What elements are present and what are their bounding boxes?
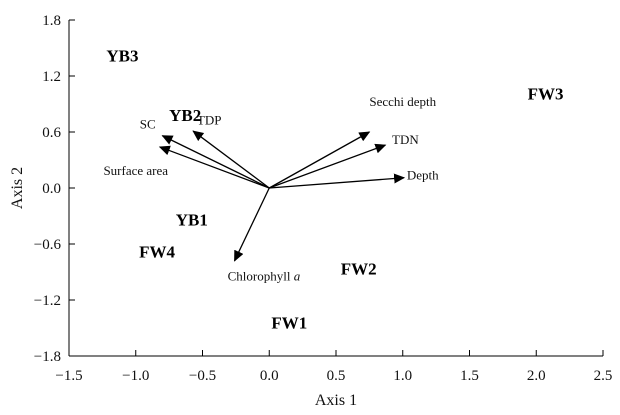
x-tick-label: −1.0 [122, 368, 149, 384]
x-ticks: −1.5 −1.0 −0.5 0.0 0.5 1.0 1.5 2.0 2.5 [55, 350, 612, 384]
vector-label: TDN [392, 132, 419, 147]
site-label: FW1 [271, 313, 307, 332]
x-axis-title: Axis 1 [315, 392, 357, 409]
x-tick-label: 0.0 [260, 368, 279, 384]
x-tick-label: 0.5 [327, 368, 346, 384]
x-tick-label: −1.5 [55, 368, 82, 384]
y-tick-label: −0.6 [34, 237, 62, 253]
y-tick-label: −1.2 [34, 293, 61, 309]
site-label: FW4 [139, 242, 175, 261]
vector-arrow [158, 145, 270, 189]
site-label: FW3 [528, 85, 564, 104]
vector-label: Secchi depth [369, 94, 436, 109]
y-tick-label: 1.2 [42, 69, 61, 85]
y-tick-label: 0.6 [42, 125, 61, 141]
y-tick-label: 1.8 [42, 13, 61, 29]
x-tick-label: 1.5 [460, 368, 479, 384]
site-label: YB3 [106, 46, 138, 65]
y-tick-label: −1.8 [34, 349, 61, 365]
x-tick-label: −0.5 [189, 368, 216, 384]
vector-arrow [269, 143, 387, 189]
axes [68, 20, 603, 357]
vector-arrow [192, 130, 270, 189]
vector-arrow [269, 173, 406, 189]
vector-arrow [268, 131, 371, 189]
vector-label: Surface area [103, 163, 168, 178]
vectors [158, 130, 406, 262]
site-label: FW2 [341, 259, 377, 278]
vector-label: TDP [197, 113, 222, 128]
vector-label: Chlorophyll a [228, 268, 301, 283]
x-tick-label: 2.5 [594, 368, 613, 384]
vector-arrow [233, 187, 270, 262]
vector-labels: SC TDP Surface area Secchi depth TDN Depth Chl… [103, 94, 439, 284]
y-tick-label: 0.0 [42, 181, 61, 197]
site-label: YB2 [169, 106, 201, 125]
vector-arrow [161, 135, 270, 189]
y-axis-title: Axis 2 [9, 167, 26, 209]
y-ticks: −1.8 −1.2 −0.6 0.0 0.6 1.2 1.8 [34, 13, 75, 365]
vector-label: SC [140, 116, 156, 131]
vector-label: Depth [407, 168, 439, 183]
x-tick-label: 2.0 [527, 368, 546, 384]
site-label: YB1 [176, 211, 208, 230]
x-tick-label: 1.0 [393, 368, 412, 384]
